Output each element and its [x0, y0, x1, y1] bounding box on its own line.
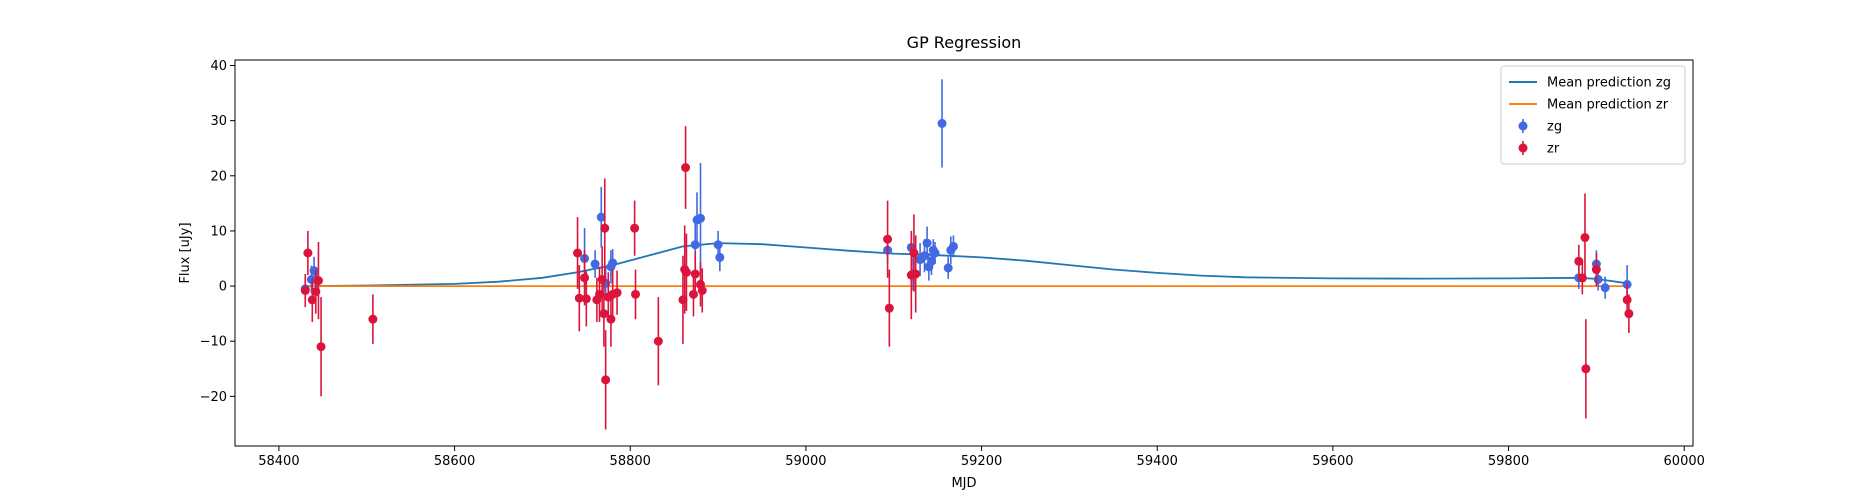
point-zr-20 [612, 288, 622, 298]
x-tick-label: 59400 [1137, 454, 1178, 469]
point-zg-12 [696, 213, 706, 223]
legend: Mean prediction zg Mean prediction zr zg zr [1500, 65, 1686, 165]
legend-entry-zr: zr [1518, 141, 1560, 157]
legend-entry-zg: zg [1518, 119, 1562, 135]
legend-label: Mean prediction zg [1547, 76, 1671, 91]
point-zg-20 [922, 238, 932, 248]
series-zr [300, 126, 1634, 430]
point-zg-31 [1593, 274, 1603, 284]
point-zr-37 [1574, 256, 1584, 266]
point-zg-24 [930, 248, 940, 258]
point-zr-16 [601, 375, 611, 385]
point-zr-9 [580, 273, 590, 283]
plot-area [300, 79, 1634, 430]
point-zr-7 [573, 248, 583, 258]
x-tick-label: 59200 [961, 454, 1002, 469]
point-zr-31 [697, 285, 707, 295]
point-zg-5 [590, 259, 600, 269]
point-zr-36 [911, 269, 921, 279]
point-zg-26 [943, 263, 953, 273]
point-zr-35 [909, 248, 919, 258]
point-zr-18 [606, 314, 616, 324]
point-zr-22 [631, 289, 641, 299]
point-zr-15 [600, 223, 610, 233]
point-zg-10 [690, 240, 700, 250]
y-tick-label: 30 [210, 114, 227, 129]
point-zg-13 [713, 240, 723, 250]
point-zr-41 [1591, 265, 1601, 275]
series-zg [300, 79, 1632, 304]
legend-entry-mean-prediction-zr: Mean prediction zr [1509, 98, 1669, 113]
point-zr-8 [574, 293, 584, 303]
point-zg-14 [715, 252, 725, 262]
plot-frame [234, 59, 1694, 447]
x-tick-label: 60000 [1664, 454, 1705, 469]
point-zr-29 [690, 269, 700, 279]
y-tick-label: 20 [210, 169, 227, 184]
legend-label: zg [1547, 120, 1562, 135]
point-zr-6 [368, 314, 378, 324]
y-tick-label: −10 [200, 335, 227, 350]
point-zr-42 [1622, 295, 1632, 305]
point-zr-26 [681, 163, 691, 173]
chart-title: GP Regression [907, 33, 1022, 52]
legend-marker-swatch [1518, 121, 1528, 131]
point-zr-0 [300, 285, 310, 295]
point-zg-6 [596, 212, 606, 222]
point-zr-28 [688, 289, 698, 299]
point-zr-2 [307, 295, 317, 305]
legend-label: zr [1547, 142, 1560, 157]
x-tick-label: 59600 [1312, 454, 1353, 469]
x-tick-label: 58400 [258, 454, 299, 469]
legend-box [1500, 65, 1686, 165]
point-zr-23 [653, 336, 663, 346]
legend-label: Mean prediction zr [1547, 98, 1669, 113]
point-zr-33 [884, 303, 894, 313]
point-zr-5 [316, 342, 326, 352]
point-zg-25 [937, 118, 947, 128]
y-axis-label: Flux [uJy] [178, 222, 193, 283]
point-zr-32 [883, 234, 893, 244]
x-tick-label: 58600 [434, 454, 475, 469]
point-zg-28 [948, 241, 958, 251]
x-tick-label: 59000 [785, 454, 826, 469]
x-axis-label: MJD [951, 476, 976, 491]
legend-marker-swatch [1518, 143, 1528, 153]
point-zr-27 [681, 267, 691, 277]
y-tick-label: −20 [200, 390, 227, 405]
y-tick-label: 0 [219, 280, 227, 295]
point-zr-43 [1624, 309, 1634, 319]
point-zr-21 [630, 223, 640, 233]
x-tick-label: 58800 [610, 454, 651, 469]
legend-entry-mean-prediction-zg: Mean prediction zg [1509, 76, 1671, 91]
x-tick-label: 59800 [1488, 454, 1529, 469]
line-mean-prediction-zg [305, 242, 1628, 287]
point-zr-4 [313, 276, 323, 286]
point-zr-10 [581, 294, 591, 304]
point-zr-14 [599, 309, 609, 319]
point-zg-32 [1600, 283, 1610, 293]
y-tick-label: 10 [210, 224, 227, 239]
axes: 58400 58600 58800 59000 59200 59400 59600 59800… [200, 59, 1705, 469]
point-zg-9 [608, 258, 618, 268]
y-tick-label: 40 [210, 59, 227, 74]
point-zr-40 [1581, 364, 1591, 374]
point-zr-1 [303, 248, 313, 258]
point-zr-39 [1580, 233, 1590, 243]
